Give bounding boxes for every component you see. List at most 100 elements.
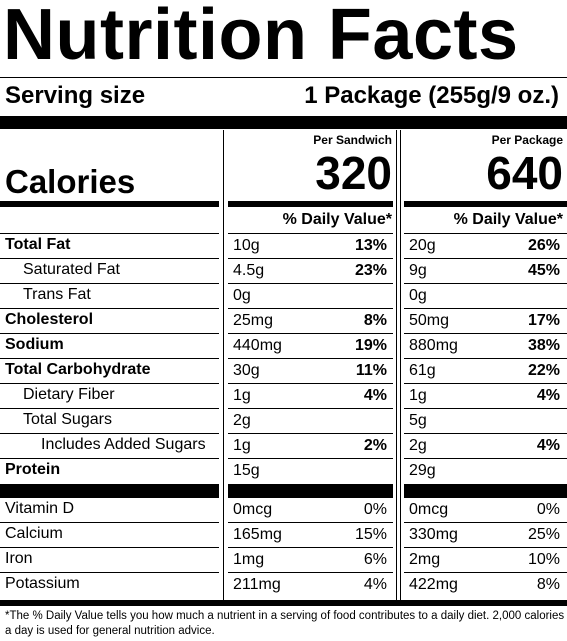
per-package-amount: 29g bbox=[409, 462, 436, 479]
per-package-amount: 2mg bbox=[409, 551, 441, 568]
row-divider bbox=[404, 458, 567, 459]
daily-value-footnote: *The % Daily Value tells you how much a … bbox=[5, 610, 565, 637]
nutrient-row: Total Fat 10g 13% 20g 26% bbox=[0, 234, 567, 259]
row-divider bbox=[228, 433, 393, 434]
row-divider bbox=[404, 572, 567, 573]
row-divider bbox=[404, 358, 567, 359]
thick-divider bbox=[228, 484, 393, 498]
per-sandwich-amount: 4.5g bbox=[233, 262, 265, 279]
per-sandwich-daily-value: 4% bbox=[363, 387, 387, 404]
nutrient-row: Sodium 440mg 19% 880mg 38% bbox=[0, 334, 567, 359]
row-divider bbox=[0, 458, 219, 459]
nutrient-name: Includes Added Sugars bbox=[41, 436, 206, 453]
nutrient-name: Trans Fat bbox=[23, 286, 91, 303]
per-sandwich-label: Per Sandwich bbox=[313, 133, 392, 147]
row-divider bbox=[404, 383, 567, 384]
per-package-amount: 2g bbox=[409, 437, 427, 454]
row-divider bbox=[404, 408, 567, 409]
row-divider bbox=[228, 458, 393, 459]
row-divider bbox=[0, 383, 219, 384]
row-divider bbox=[404, 433, 567, 434]
per-sandwich-amount: 1g bbox=[233, 437, 251, 454]
row-divider bbox=[0, 333, 219, 334]
thick-divider bbox=[228, 201, 393, 207]
nutrient-name: Total Carbohydrate bbox=[5, 361, 151, 378]
nutrient-name: Protein bbox=[5, 461, 61, 478]
per-package-amount: 20g bbox=[409, 237, 436, 254]
row-divider bbox=[228, 358, 393, 359]
row-divider bbox=[0, 233, 219, 234]
row-divider bbox=[404, 333, 567, 334]
per-package-amount: 1g bbox=[409, 387, 427, 404]
nutrient-row: Saturated Fat 4.5g 23% 9g 45% bbox=[0, 259, 567, 284]
column-separator bbox=[223, 130, 224, 600]
row-divider bbox=[228, 572, 393, 573]
per-sandwich-daily-value: 0% bbox=[363, 501, 387, 518]
daily-value-header: % Daily Value* bbox=[282, 211, 392, 228]
vitamin-row: Calcium 165mg 15% 330mg 25% bbox=[0, 523, 567, 548]
nutrient-name: Cholesterol bbox=[5, 311, 94, 328]
per-sandwich-daily-value: 23% bbox=[354, 262, 387, 279]
nutrient-name: Sodium bbox=[5, 336, 64, 353]
per-package-daily-value: 17% bbox=[527, 312, 560, 329]
row-divider bbox=[228, 258, 393, 259]
nutrient-row: Includes Added Sugars 1g 2% 2g 4% bbox=[0, 434, 567, 459]
per-sandwich-daily-value: 19% bbox=[354, 337, 387, 354]
row-divider bbox=[228, 408, 393, 409]
nutrient-name: Potassium bbox=[5, 575, 80, 592]
serving-size-label: Serving size bbox=[5, 82, 146, 109]
per-package-amount: 9g bbox=[409, 262, 427, 279]
per-package-amount: 880mg bbox=[409, 337, 458, 354]
row-divider bbox=[228, 383, 393, 384]
per-package-amount: 0mcg bbox=[409, 501, 449, 518]
row-divider bbox=[228, 522, 393, 523]
per-package-daily-value: 10% bbox=[527, 551, 560, 568]
nutrient-name: Saturated Fat bbox=[23, 261, 120, 278]
row-divider bbox=[0, 283, 219, 284]
vitamin-row: Potassium 211mg 4% 422mg 8% bbox=[0, 573, 567, 598]
thick-divider bbox=[0, 116, 567, 129]
nutrient-name: Vitamin D bbox=[5, 500, 75, 517]
divider bbox=[0, 77, 567, 78]
per-sandwich-amount: 2g bbox=[233, 412, 251, 429]
row-divider bbox=[0, 408, 219, 409]
row-divider bbox=[404, 547, 567, 548]
per-package-daily-value: 45% bbox=[527, 262, 560, 279]
label-title: Nutrition Facts bbox=[3, 0, 519, 75]
row-divider bbox=[0, 572, 219, 573]
nutrient-row: Dietary Fiber 1g 4% 1g 4% bbox=[0, 384, 567, 409]
vitamin-row: Iron 1mg 6% 2mg 10% bbox=[0, 548, 567, 573]
nutrient-name: Total Fat bbox=[5, 236, 71, 253]
per-package-daily-value: 0% bbox=[536, 501, 560, 518]
per-sandwich-amount: 25mg bbox=[233, 312, 274, 329]
thick-divider bbox=[404, 201, 567, 207]
thick-divider bbox=[0, 484, 219, 498]
row-divider bbox=[404, 258, 567, 259]
per-package-amount: 50mg bbox=[409, 312, 450, 329]
row-divider bbox=[404, 283, 567, 284]
per-sandwich-daily-value: 13% bbox=[354, 237, 387, 254]
per-sandwich-amount: 15g bbox=[233, 462, 260, 479]
thick-divider bbox=[404, 484, 567, 498]
daily-value-header: % Daily Value* bbox=[453, 211, 563, 228]
per-package-amount: 61g bbox=[409, 362, 436, 379]
thick-divider bbox=[0, 201, 219, 207]
nutrient-name: Calcium bbox=[5, 525, 63, 542]
row-divider bbox=[0, 258, 219, 259]
per-package-daily-value: 22% bbox=[527, 362, 560, 379]
per-package-daily-value: 4% bbox=[536, 387, 560, 404]
per-package-label: Per Package bbox=[491, 133, 563, 147]
nutrient-name: Dietary Fiber bbox=[23, 386, 115, 403]
per-sandwich-amount: 165mg bbox=[233, 526, 282, 543]
vitamin-row: Vitamin D 0mcg 0% 0mcg 0% bbox=[0, 498, 567, 523]
row-divider bbox=[228, 333, 393, 334]
nutrient-row: Cholesterol 25mg 8% 50mg 17% bbox=[0, 309, 567, 334]
per-package-daily-value: 26% bbox=[527, 237, 560, 254]
per-sandwich-daily-value: 4% bbox=[363, 576, 387, 593]
serving-size-value: 1 Package (255g/9 oz.) bbox=[304, 82, 559, 109]
per-sandwich-amount: 30g bbox=[233, 362, 260, 379]
per-sandwich-amount: 211mg bbox=[233, 576, 281, 593]
row-divider bbox=[404, 308, 567, 309]
per-sandwich-daily-value: 11% bbox=[355, 362, 387, 379]
